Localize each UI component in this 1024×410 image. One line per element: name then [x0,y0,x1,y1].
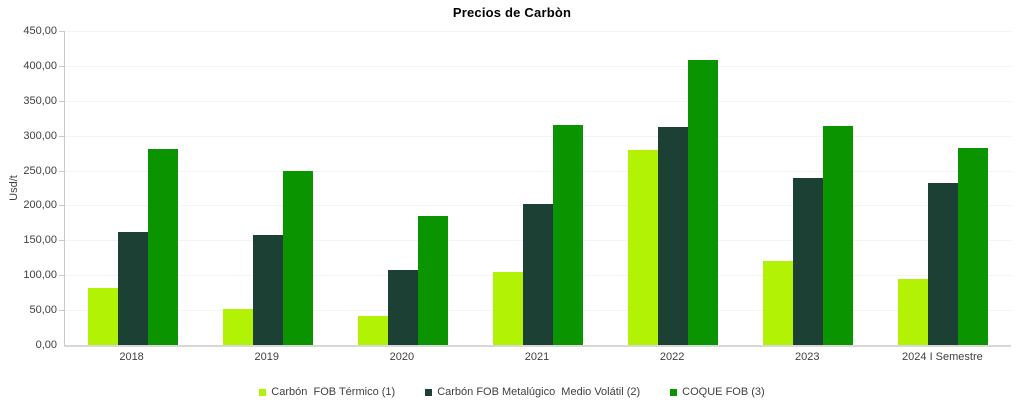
bar [87,288,118,345]
y-tick-label: 350,00 [23,94,57,107]
y-tick-mark [59,275,65,277]
bar-group-2018 [65,31,200,345]
bar [823,125,854,345]
gridline [65,170,1011,172]
legend-label: Carbón FOB Metalúgico Medio Volátil (2) [437,386,641,398]
bar-group-2020 [335,31,470,345]
legend-swatch [259,388,267,396]
bar [252,234,283,345]
y-tick-mark [59,170,65,172]
gridline [65,135,1011,137]
bar [958,148,989,345]
bar-group-2024-i-semestre [876,31,1011,345]
y-tick-mark [59,205,65,207]
legend-item: COQUE FOB (3) [670,386,765,398]
gridline [65,100,1011,102]
bar [222,309,253,345]
y-tick-label: 200,00 [23,199,57,212]
y-tick-mark [59,240,65,242]
bar-group-2023 [741,31,876,345]
y-tick-label: 150,00 [23,234,57,247]
legend-item: Carbón FOB Térmico (1) [259,386,395,398]
bar [688,60,719,345]
x-tick-label: 2018 [119,351,144,363]
y-tick-mark [59,100,65,102]
bar [282,171,313,345]
y-tick-mark [59,135,65,137]
legend-swatch [425,388,433,396]
chart-title: Precios de Carbòn [452,5,572,20]
y-tick-mark [59,310,65,312]
y-tick-label: 50,00 [29,304,57,317]
bar-group-2021 [470,31,605,345]
x-tick-label: 2022 [659,351,685,363]
bar [147,148,178,345]
x-tick-label: 2024 I Semestre [902,351,983,363]
x-tick-label: 2023 [795,351,820,363]
y-axis: 0,00 50,00 100,00 150,00 200,00 250,00 300,00 3… [0,0,57,410]
bar [628,150,659,345]
legend-label: Carbón FOB Térmico (1) [271,386,396,398]
bar [763,261,794,345]
y-tick-mark [59,65,65,67]
bar [552,125,583,345]
bar [492,271,523,345]
y-tick-label: 100,00 [23,269,57,282]
bar [357,316,388,345]
bar [522,204,553,345]
bar [387,269,418,345]
y-tick-label: 400,00 [23,59,57,72]
bar [793,178,824,345]
legend-swatch [670,388,678,396]
y-tick-label: 300,00 [23,129,57,142]
y-tick-label: 250,00 [23,164,57,177]
bar [417,215,448,345]
bar-group-2022 [606,31,741,345]
bar [658,127,689,345]
bar [928,183,959,345]
legend: Carbón FOB Térmico (1) Carbón FOB Metalúg… [0,384,1024,400]
legend-item: Carbón FOB Metalúgico Medio Volátil (2) [425,386,640,398]
plot-area [59,31,1011,347]
bar [898,278,929,345]
x-tick-label: 2020 [389,351,415,363]
bar-group-2019 [200,31,335,345]
gridline [65,65,1011,67]
x-tick-label: 2019 [254,351,279,363]
y-tick-label: 450,00 [23,25,57,37]
bar [117,231,148,345]
x-tick-label: 2021 [524,351,550,363]
y-tick-mark [59,31,65,32]
legend-label: COQUE FOB (3) [682,386,765,398]
y-tick-label: 0,00 [35,339,57,351]
gridline [65,31,1011,32]
